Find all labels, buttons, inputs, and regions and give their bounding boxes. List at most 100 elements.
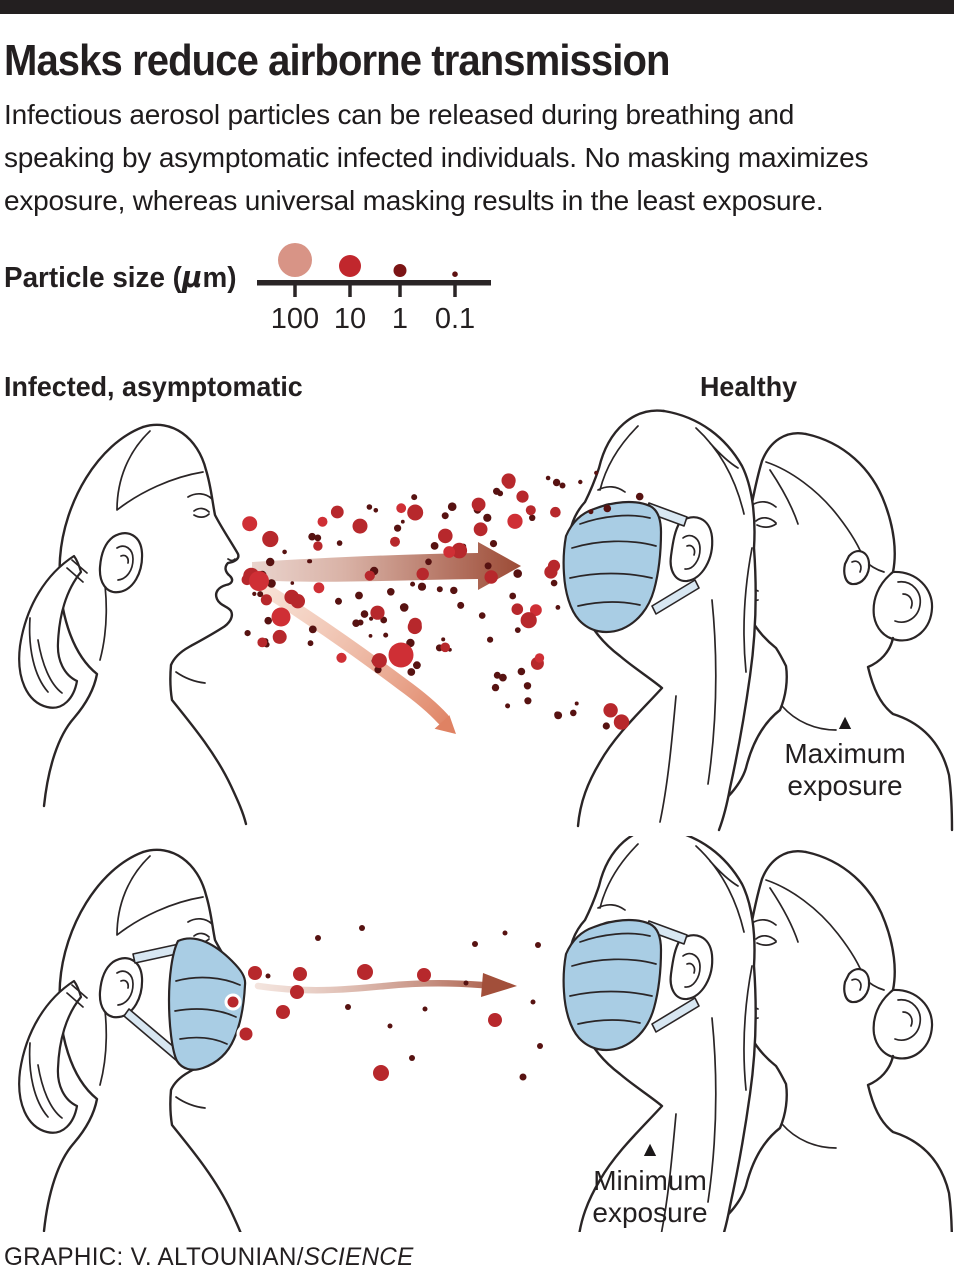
legend-tick-value: 10 (334, 303, 366, 335)
aerosol-particle (313, 541, 323, 551)
aerosol-particle (273, 633, 283, 644)
aerosol-particle (550, 506, 561, 518)
aerosol-particle (308, 532, 316, 541)
aerosol-particle (555, 605, 561, 610)
legend-label-prefix: Particle size ( (4, 262, 182, 294)
aerosol-particle (406, 638, 415, 648)
aerosol-particle (502, 930, 508, 936)
aerosol-particle (357, 619, 364, 626)
aerosol-particle (537, 1043, 543, 1049)
aerosol-particle (613, 714, 630, 730)
aerosol-particle (359, 925, 365, 931)
aerosol-particle (525, 505, 536, 516)
aerosol-particle (594, 470, 599, 475)
aerosol-particle (308, 559, 313, 564)
legend-tick-value: 0.1 (435, 303, 475, 335)
aerosol-particle (545, 475, 551, 481)
aerosol-particle (488, 1013, 502, 1027)
aerosol-particle (530, 656, 544, 670)
aerosol-particle (263, 641, 270, 648)
aerosol-particle (530, 604, 542, 616)
aerosol-particle (409, 1055, 415, 1061)
pointer-triangle-icon: ▲ (834, 711, 856, 734)
aerosol-particle (491, 683, 500, 692)
aerosol-particle (282, 549, 287, 555)
aerosol-particle (416, 567, 429, 581)
aerosol-particle (335, 597, 342, 605)
large-droplet (271, 607, 291, 627)
aerosol-particle (603, 504, 612, 513)
aerosol-particle (345, 1004, 351, 1010)
aerosol-particle (290, 581, 295, 585)
aerosol-particle (370, 605, 385, 620)
aerosol-particle (360, 610, 369, 618)
aerosol-particle (511, 603, 524, 615)
aerosol-particle (411, 494, 418, 501)
legend-dot (278, 243, 312, 277)
aerosol-particle (417, 968, 431, 982)
aerosol-particle (497, 490, 504, 497)
aerosol-particle (293, 967, 307, 981)
aerosol-particle (314, 534, 322, 542)
aerosol-particle (445, 529, 452, 536)
aerosol-particle (513, 569, 522, 578)
aerosol-particle (258, 570, 267, 580)
aerosol-particle (252, 591, 257, 597)
aerosol-particle (413, 661, 421, 670)
aerosol-particle (483, 513, 492, 522)
aerosol-particle (364, 570, 375, 581)
aerosol-particle (366, 504, 373, 510)
aerosol-particle (530, 999, 536, 1005)
aerosol-particle (472, 941, 478, 947)
legend-mu-symbol: μ (181, 260, 203, 294)
aerosol-particle (290, 985, 304, 999)
aerosol-particle (422, 1006, 428, 1012)
aerosol-particle (369, 566, 379, 576)
aerosol-particle (484, 570, 498, 584)
aerosol-particle (260, 594, 272, 606)
infected-figure-masked (17, 848, 248, 1232)
aerosol-particle (484, 562, 492, 570)
aerosol-particle (355, 591, 363, 600)
minimum-exposure-line1: Minimum (593, 1165, 707, 1196)
aerosol-cloud-large-droplets (249, 571, 414, 668)
aerosol-particle (369, 616, 374, 621)
credit-prefix: GRAPHIC: V. ALTOUNIAN/ (4, 1243, 304, 1271)
aerosol-particle (272, 629, 287, 644)
aerosol-particle (399, 603, 409, 612)
aerosol-particle (457, 601, 465, 609)
aerosol-particle (450, 586, 458, 595)
aerosol-particle (529, 514, 536, 521)
aerosol-particle (448, 647, 452, 652)
aerosol-particle (574, 701, 579, 706)
aerosol-particle (534, 653, 545, 663)
aerosol-particle (295, 603, 301, 608)
aerosol-particle (407, 619, 422, 635)
aerosol-particle (441, 512, 449, 520)
maximum-exposure-annotation: ▲ Maximum exposure (755, 712, 935, 802)
legend-label: Particle size (μm) (4, 260, 236, 295)
aerosol-particle (284, 589, 300, 605)
aerosol-particle (425, 558, 432, 566)
aerosol-particle (257, 591, 264, 598)
credit-source: SCIENCE (303, 1243, 414, 1271)
aerosol-particle (352, 619, 360, 627)
maximum-exposure-line2: exposure (787, 770, 903, 801)
arrow-small-particles-top (252, 542, 521, 590)
aerosol-particle (554, 711, 561, 718)
aerosol-particle (516, 490, 529, 503)
aerosol-particle (308, 625, 317, 634)
large-droplet (249, 571, 269, 591)
aerosol-particle (244, 630, 251, 637)
aerosol-particle (443, 546, 456, 558)
aerosol-particle (473, 522, 488, 537)
aerosol-particle (520, 612, 537, 629)
aerosol-particle (317, 516, 328, 527)
bottom-scenario-figures (17, 836, 954, 1232)
legend-dot (452, 271, 458, 278)
minimum-exposure-annotation: ▲ Minimum exposure (560, 1139, 740, 1229)
aerosol-particle (554, 711, 563, 720)
credit-line: GRAPHIC: V. ALTOUNIAN/SCIENCE (4, 1243, 414, 1272)
aerosol-particle (517, 667, 526, 676)
aerosol-particle (400, 519, 405, 524)
